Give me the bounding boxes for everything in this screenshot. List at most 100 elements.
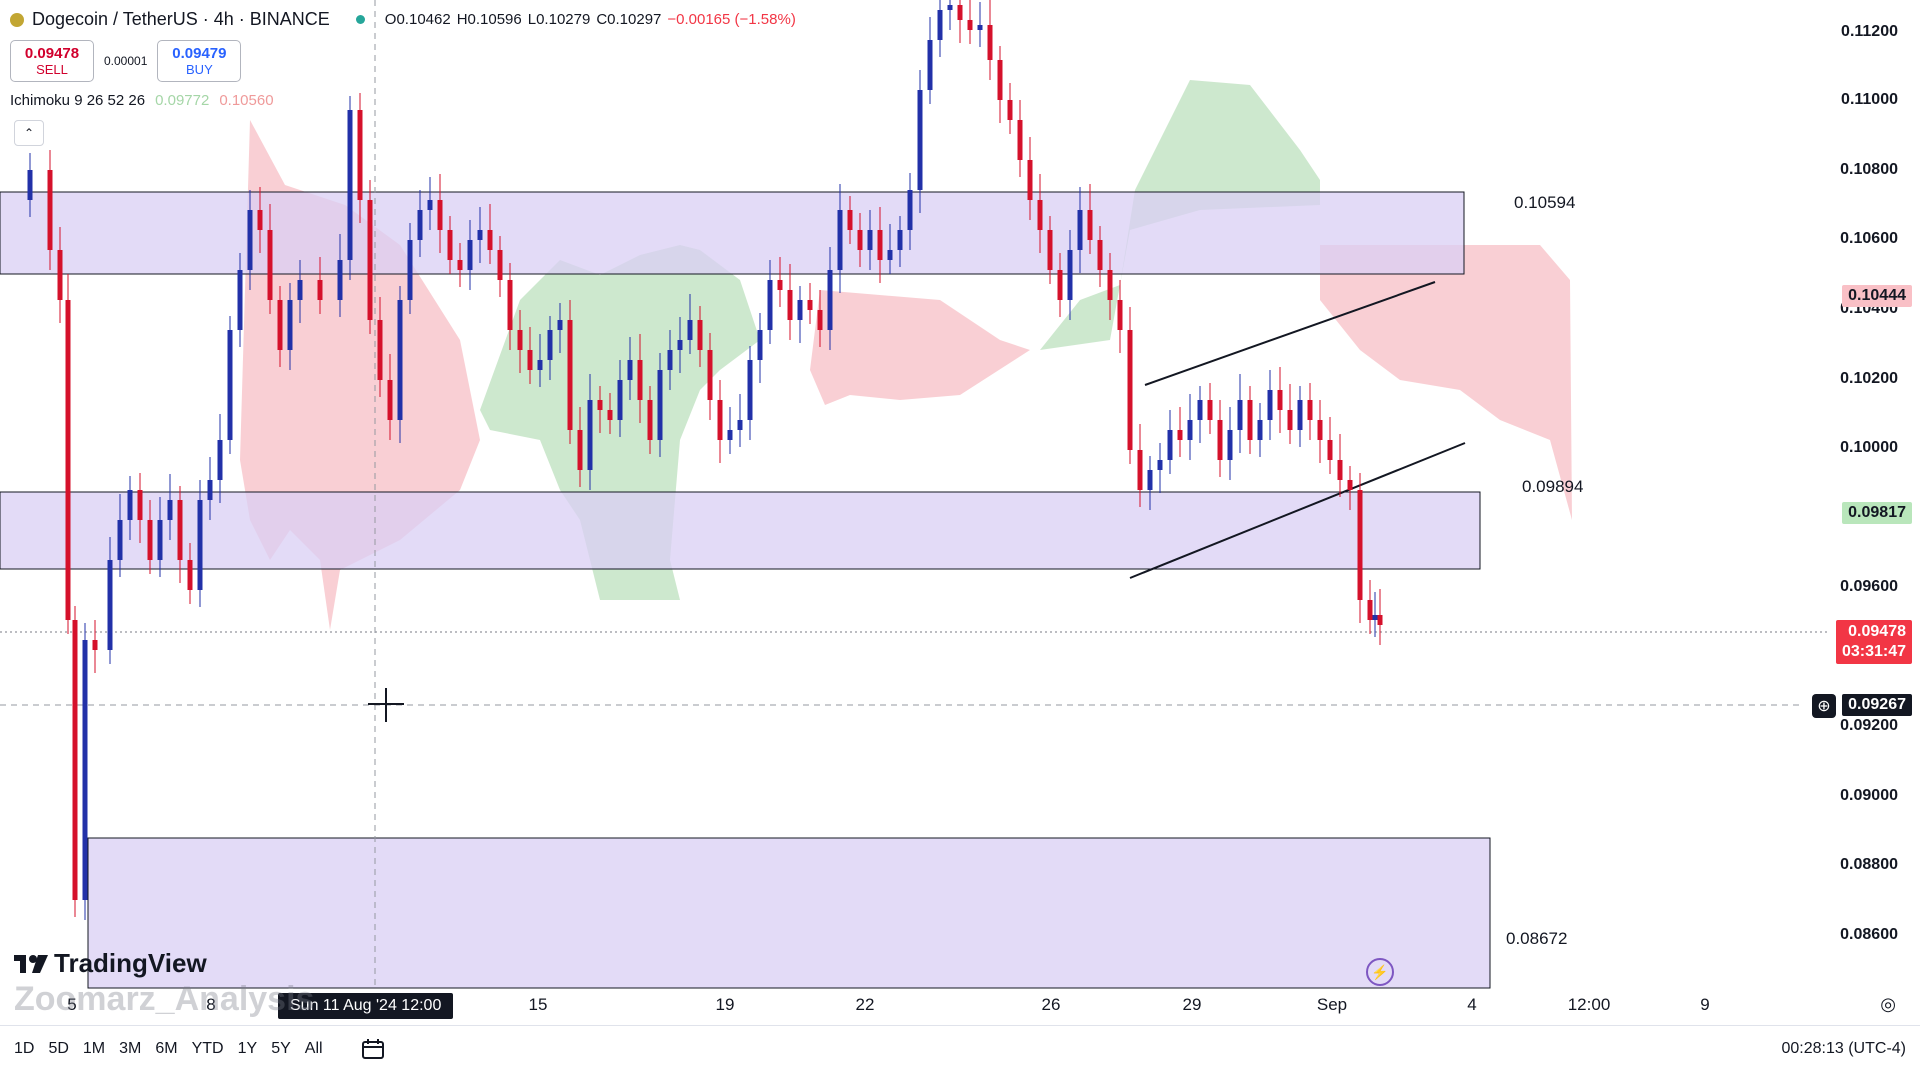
ohlc-open: O0.10462: [384, 11, 451, 28]
channel-lower-line[interactable]: [1129, 442, 1466, 579]
candle-body: [757, 330, 763, 360]
candle-body: [937, 10, 943, 40]
candle-body: [1357, 490, 1363, 600]
timeframe-bar: 1D 5D 1M 3M 6M YTD 1Y 5Y All: [14, 1040, 323, 1058]
spread-value: 0.00001: [104, 54, 148, 68]
candle-body: [797, 300, 803, 320]
price-tick-label: 0.09600: [1840, 578, 1898, 595]
candle-body: [1227, 430, 1233, 460]
candle-body: [617, 380, 623, 420]
tf-5y[interactable]: 5Y: [271, 1040, 291, 1057]
ichimoku-cloud-red: [1320, 245, 1572, 520]
settings-icon[interactable]: ◎: [1880, 994, 1896, 1014]
candle-body: [92, 640, 98, 650]
candle-body: [197, 500, 203, 590]
candle-body: [367, 200, 373, 320]
candle-body: [137, 490, 143, 520]
candle-body: [647, 400, 653, 440]
current-price-badge: 0.09478 03:31:47: [1835, 620, 1912, 664]
candle-body: [1372, 615, 1378, 620]
candle-body: [1217, 420, 1223, 460]
candle-body: [487, 230, 493, 250]
candle-body: [147, 520, 153, 560]
candle-body: [727, 430, 733, 440]
clock-timezone[interactable]: 00:28:13 (UTC-4): [1781, 1040, 1907, 1057]
candle-body: [317, 280, 323, 300]
current-price: 0.09478: [1848, 623, 1906, 640]
candle-body: [817, 310, 823, 330]
candle-body: [1137, 450, 1143, 490]
candle-body: [977, 25, 983, 30]
candle-body: [637, 360, 643, 400]
ohlc-high: H0.10596: [456, 11, 522, 28]
symbol-title[interactable]: Dogecoin / TetherUS · 4h · BINANCE: [32, 9, 330, 29]
sell-button[interactable]: 0.09478 SELL: [10, 40, 94, 82]
candle-body: [467, 240, 473, 270]
collapse-icon[interactable]: ⌃: [14, 120, 44, 146]
candle-body: [337, 260, 343, 300]
candle-body: [967, 20, 973, 30]
crosshair-price-badge: 0.09267: [1842, 694, 1912, 716]
time-tick-label: Sep: [1316, 995, 1348, 1014]
candle-body: [1057, 270, 1063, 300]
zone-label-upper: 0.10594: [1514, 193, 1576, 212]
toolbar-divider: [0, 1025, 1920, 1026]
price-tick-label: 0.10600: [1840, 230, 1898, 247]
support-zone[interactable]: [0, 491, 1481, 570]
candle-body: [127, 490, 133, 520]
candle-body: [1327, 440, 1333, 460]
candle-body: [1317, 420, 1323, 440]
candle-body: [607, 410, 613, 420]
sell-label: SELL: [36, 62, 68, 77]
bar-countdown: 03:31:47: [1841, 643, 1906, 660]
calendar-icon[interactable]: [362, 1039, 384, 1059]
tf-6m[interactable]: 6M: [155, 1040, 178, 1057]
time-tick-label: 8: [206, 995, 216, 1014]
candle-body: [827, 270, 833, 330]
tf-1m[interactable]: 1M: [82, 1040, 106, 1057]
candle-body: [177, 500, 183, 560]
symbol-header[interactable]: Dogecoin / TetherUS · 4h · BINANCE O0.10…: [10, 9, 796, 30]
candle-body: [857, 230, 863, 250]
candle-body: [737, 420, 743, 430]
candle-body: [517, 330, 523, 350]
tf-1d[interactable]: 1D: [14, 1040, 35, 1057]
candle-body: [997, 60, 1003, 100]
candle-body: [447, 230, 453, 260]
indicator-legend[interactable]: Ichimoku 9 26 52 26 0.09772 0.10560: [10, 92, 274, 109]
bolt-icon[interactable]: ⚡: [1366, 958, 1394, 986]
candle-body: [537, 360, 543, 370]
candle-body: [947, 5, 953, 10]
candle-body: [1207, 400, 1213, 420]
channel-upper-line[interactable]: [1144, 281, 1436, 386]
candlestick-series: [27, 0, 1383, 920]
candle-body: [47, 170, 53, 250]
tf-ytd[interactable]: YTD: [191, 1040, 224, 1057]
tf-all[interactable]: All: [304, 1040, 323, 1057]
candle-body: [917, 90, 923, 190]
candle-body: [877, 230, 883, 260]
candle-body: [957, 5, 963, 20]
time-tick-label: 9: [1700, 995, 1710, 1014]
price-tick-label: 0.09200: [1840, 717, 1898, 734]
candle-body: [897, 230, 903, 250]
tf-3m[interactable]: 3M: [119, 1040, 142, 1057]
candle-body: [787, 290, 793, 320]
add-alert-icon[interactable]: ⊕: [1812, 694, 1836, 718]
tradingview-mark-icon: [14, 954, 48, 973]
candle-body: [397, 300, 403, 420]
buy-button[interactable]: 0.09479 BUY: [157, 40, 242, 82]
price-tick-label: 0.10800: [1840, 161, 1898, 178]
candle-body: [1377, 615, 1383, 625]
indicator-value-2: 0.10560: [219, 92, 274, 109]
ichimoku-cloud-red: [810, 290, 1030, 405]
time-tick-label: 5: [67, 995, 77, 1014]
tf-5d[interactable]: 5D: [48, 1040, 69, 1057]
ohlc-low: L0.10279: [527, 11, 591, 28]
candle-body: [237, 270, 243, 330]
candle-body: [1027, 160, 1033, 200]
demand-zone[interactable]: [87, 837, 1491, 989]
tf-1y[interactable]: 1Y: [237, 1040, 258, 1057]
resistance-zone[interactable]: [0, 191, 1465, 275]
